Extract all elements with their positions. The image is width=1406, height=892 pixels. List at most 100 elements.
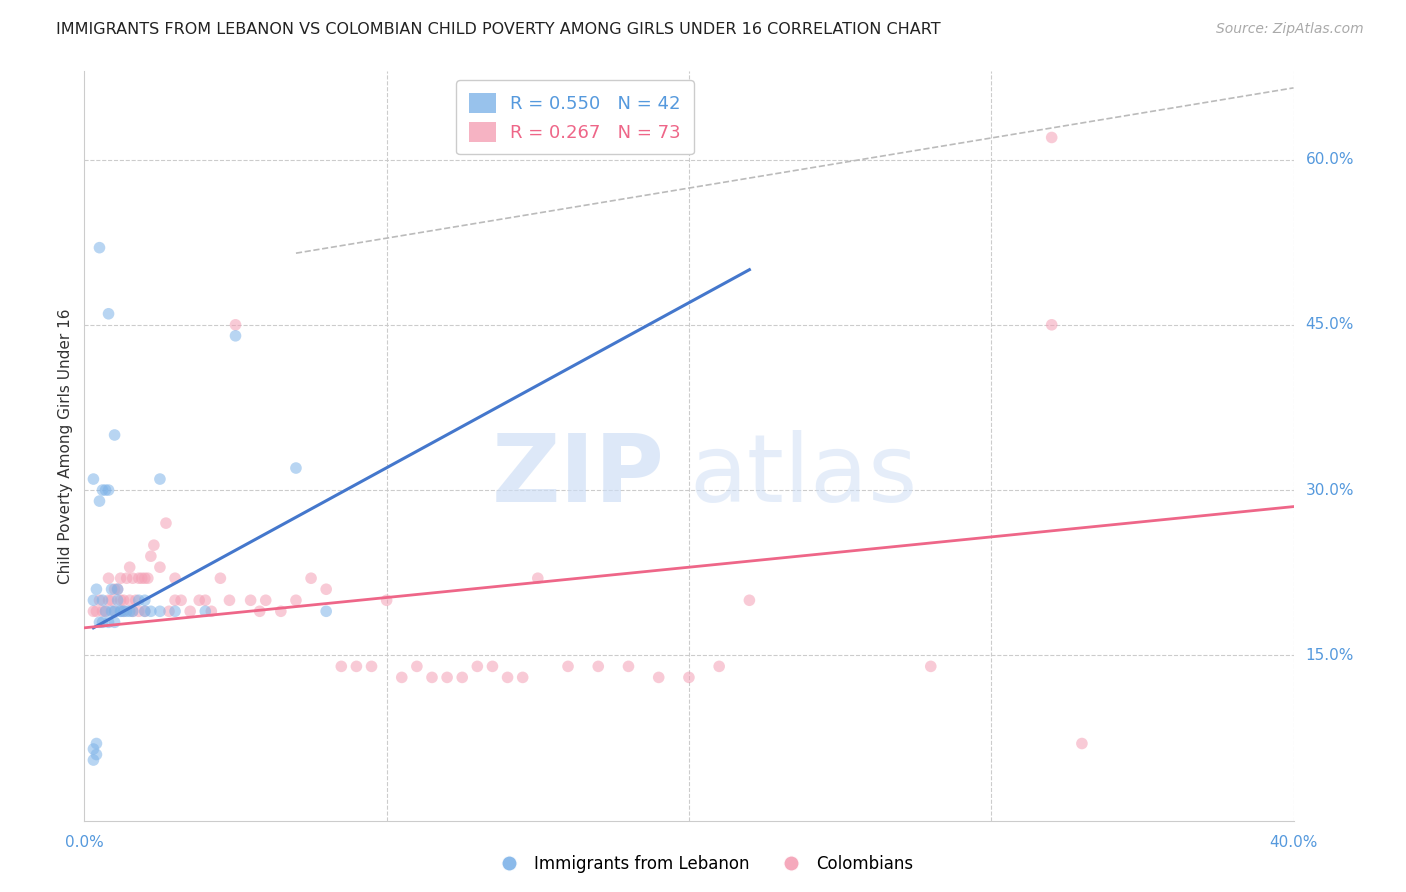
Point: [104, 604, 127, 618]
Point: [218, 593, 240, 607]
Point: [527, 571, 550, 585]
Text: 0.0%: 0.0%: [65, 835, 104, 850]
Point: [94, 604, 117, 618]
Point: [149, 604, 172, 618]
Point: [91, 615, 114, 630]
Point: [100, 582, 122, 597]
Text: 30.0%: 30.0%: [1306, 483, 1354, 498]
Point: [254, 593, 277, 607]
Point: [110, 604, 132, 618]
Text: atlas: atlas: [689, 430, 917, 522]
Point: [110, 593, 132, 607]
Point: [1040, 318, 1063, 332]
Legend: Immigrants from Lebanon, Colombians: Immigrants from Lebanon, Colombians: [486, 848, 920, 880]
Point: [136, 571, 159, 585]
Point: [89, 494, 111, 508]
Point: [451, 670, 474, 684]
Text: Source: ZipAtlas.com: Source: ZipAtlas.com: [1216, 22, 1364, 37]
Point: [467, 659, 489, 673]
Point: [121, 571, 143, 585]
Point: [118, 560, 141, 574]
Point: [82, 593, 104, 607]
Point: [648, 670, 671, 684]
Point: [194, 593, 217, 607]
Point: [360, 659, 382, 673]
Point: [134, 604, 156, 618]
Point: [115, 604, 138, 618]
Point: [107, 582, 129, 597]
Point: [94, 604, 117, 618]
Point: [315, 604, 337, 618]
Point: [86, 737, 108, 751]
Point: [94, 483, 117, 497]
Point: [128, 571, 150, 585]
Point: [481, 659, 503, 673]
Point: [110, 571, 132, 585]
Point: [709, 659, 731, 673]
Point: [131, 571, 153, 585]
Point: [115, 571, 138, 585]
Point: [346, 659, 368, 673]
Point: [82, 753, 104, 767]
Point: [86, 604, 108, 618]
Point: [157, 604, 180, 618]
Point: [420, 670, 443, 684]
Point: [285, 593, 308, 607]
Point: [91, 483, 114, 497]
Point: [128, 593, 150, 607]
Point: [617, 659, 640, 673]
Y-axis label: Child Poverty Among Girls Under 16: Child Poverty Among Girls Under 16: [58, 309, 73, 583]
Point: [82, 604, 104, 618]
Point: [97, 615, 120, 630]
Point: [91, 604, 114, 618]
Point: [285, 461, 308, 475]
Point: [121, 604, 143, 618]
Point: [170, 593, 193, 607]
Point: [97, 483, 120, 497]
Point: [107, 593, 129, 607]
Point: [134, 593, 156, 607]
Point: [139, 604, 162, 618]
Point: [139, 549, 162, 564]
Point: [165, 593, 187, 607]
Point: [225, 318, 247, 332]
Point: [100, 593, 122, 607]
Point: [91, 593, 114, 607]
Point: [188, 593, 211, 607]
Point: [100, 604, 122, 618]
Point: [1040, 130, 1063, 145]
Text: 15.0%: 15.0%: [1306, 648, 1354, 663]
Point: [155, 516, 177, 530]
Point: [82, 742, 104, 756]
Point: [512, 670, 534, 684]
Text: IMMIGRANTS FROM LEBANON VS COLOMBIAN CHILD POVERTY AMONG GIRLS UNDER 16 CORRELAT: IMMIGRANTS FROM LEBANON VS COLOMBIAN CHI…: [56, 22, 941, 37]
Point: [89, 615, 111, 630]
Point: [179, 604, 201, 618]
Point: [678, 670, 700, 684]
Point: [557, 659, 579, 673]
Point: [200, 604, 222, 618]
Point: [128, 604, 150, 618]
Point: [112, 604, 135, 618]
Point: [194, 604, 217, 618]
Point: [86, 582, 108, 597]
Point: [588, 659, 610, 673]
Point: [209, 571, 232, 585]
Point: [118, 604, 141, 618]
Point: [112, 604, 135, 618]
Point: [97, 571, 120, 585]
Point: [104, 428, 127, 442]
Point: [89, 241, 111, 255]
Point: [315, 582, 337, 597]
Point: [920, 659, 942, 673]
Point: [97, 307, 120, 321]
Point: [104, 615, 127, 630]
Point: [496, 670, 519, 684]
Point: [225, 328, 247, 343]
Point: [134, 604, 156, 618]
Point: [249, 604, 271, 618]
Point: [110, 604, 132, 618]
Legend: R = 0.550   N = 42, R = 0.267   N = 73: R = 0.550 N = 42, R = 0.267 N = 73: [456, 80, 693, 154]
Point: [149, 472, 172, 486]
Point: [107, 582, 129, 597]
